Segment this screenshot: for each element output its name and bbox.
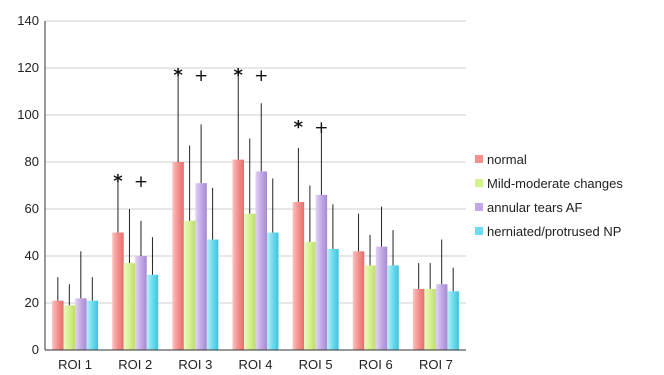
bar — [86, 300, 99, 350]
y-tick-label: 80 — [25, 154, 39, 169]
bar — [112, 232, 124, 350]
significance-star: * — [234, 65, 244, 86]
bar — [123, 263, 136, 350]
bar — [315, 194, 328, 350]
bar — [327, 248, 339, 350]
legend: normal Mild-moderate changes annular tears… — [475, 152, 623, 239]
x-tick-label: ROI 4 — [239, 357, 273, 372]
significance-markers: * + * + * + * + — [113, 65, 328, 192]
significance-plus: + — [194, 66, 208, 86]
bar — [375, 246, 388, 350]
bar — [304, 241, 316, 350]
bar — [63, 305, 76, 350]
y-tick-label: 20 — [25, 295, 39, 310]
y-axis: 0 20 40 60 80 100 120 140 — [17, 13, 46, 357]
legend-swatch — [475, 227, 483, 235]
x-tick-label: ROI 2 — [118, 357, 152, 372]
bar — [172, 162, 184, 350]
y-tick-label: 140 — [17, 13, 39, 28]
y-tick-label: 100 — [17, 107, 39, 122]
significance-star: * — [294, 117, 304, 138]
x-tick-label: ROI 1 — [58, 357, 92, 372]
legend-label: normal — [487, 152, 527, 167]
bar — [52, 300, 64, 350]
bar — [387, 265, 399, 350]
bar — [75, 298, 87, 350]
bar — [435, 284, 448, 350]
significance-star: * — [113, 171, 123, 192]
x-tick-label: ROI 7 — [419, 357, 453, 372]
bar — [292, 201, 305, 350]
bar — [352, 251, 365, 350]
bar — [206, 239, 219, 350]
bar — [183, 220, 196, 350]
x-axis: ROI 1 ROI 2 ROI 3 ROI 4 ROI 5 ROI 6 ROI 7 — [45, 349, 466, 372]
bars — [52, 159, 459, 350]
legend-label: herniated/protrused NP — [487, 224, 621, 239]
bar — [232, 159, 244, 350]
significance-star: * — [173, 65, 183, 86]
bar — [135, 256, 147, 350]
bar — [364, 265, 376, 350]
y-tick-label: 60 — [25, 201, 39, 216]
bar — [146, 274, 159, 350]
x-tick-label: ROI 6 — [359, 357, 393, 372]
significance-plus: + — [314, 118, 328, 138]
error-bars — [57, 75, 454, 306]
significance-plus: + — [134, 172, 148, 192]
bar — [424, 288, 436, 350]
bar — [195, 183, 207, 350]
significance-plus: + — [254, 66, 268, 86]
x-tick-label: ROI 5 — [299, 357, 333, 372]
y-tick-label: 0 — [32, 342, 39, 357]
bar — [412, 288, 425, 350]
legend-label: annular tears AF — [487, 200, 582, 215]
bar — [244, 213, 256, 350]
bar — [447, 291, 459, 350]
y-tick-label: 40 — [25, 248, 39, 263]
legend-swatch — [475, 155, 483, 163]
legend-swatch — [475, 203, 483, 211]
y-tick-label: 120 — [17, 60, 39, 75]
bar — [267, 232, 279, 350]
legend-label: Mild-moderate changes — [487, 176, 623, 191]
legend-swatch — [475, 179, 483, 187]
x-tick-label: ROI 3 — [178, 357, 212, 372]
bar — [255, 171, 267, 350]
